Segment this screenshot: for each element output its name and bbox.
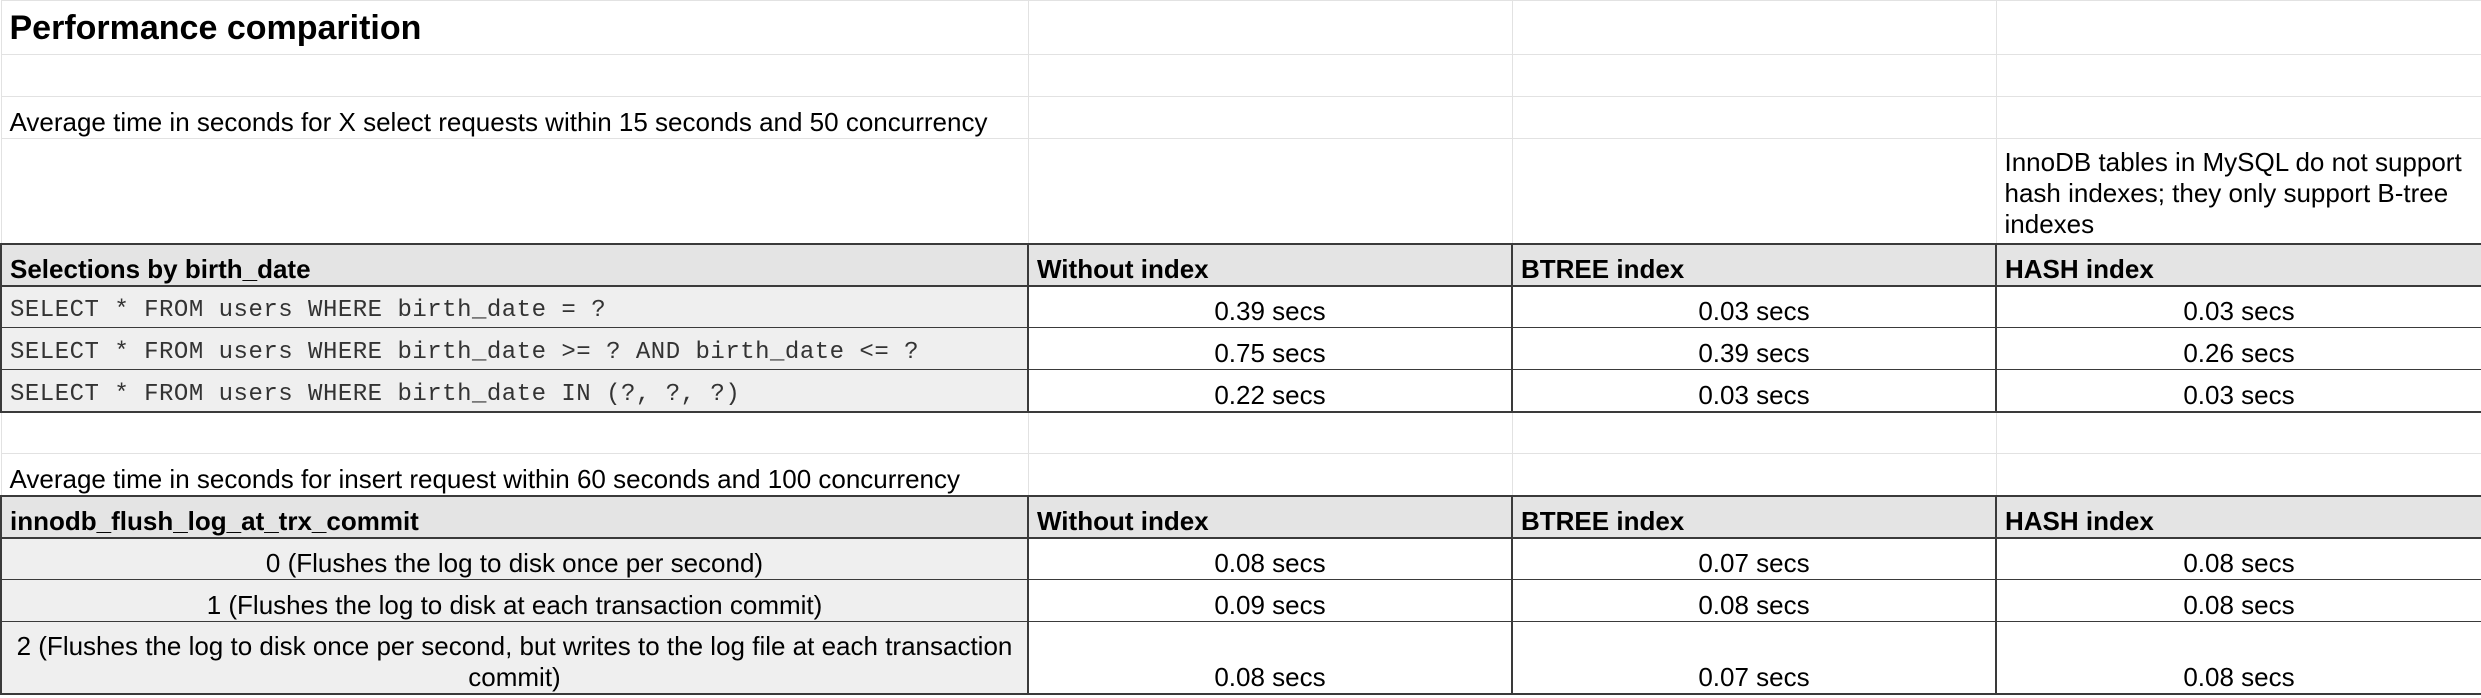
header-without-index[interactable]: Without index	[1027, 242, 1513, 287]
header-btree-index[interactable]: BTREE index	[1511, 242, 1997, 287]
header-hash-index[interactable]: HASH index	[1995, 242, 2481, 287]
flush-setting-cell[interactable]: 0 (Flushes the log to disk once per seco…	[0, 537, 1029, 580]
empty-cell[interactable]	[1511, 54, 1997, 97]
without-index-value[interactable]: 0.08 secs	[1027, 621, 1513, 695]
table-row: 2 (Flushes the log to disk once per seco…	[0, 621, 2481, 695]
empty-cell[interactable]	[1027, 138, 1513, 244]
empty-cell[interactable]	[0, 54, 1029, 97]
query-cell[interactable]: SELECT * FROM users WHERE birth_date = ?	[0, 285, 1029, 328]
empty-cell[interactable]	[1027, 0, 1513, 55]
flush-setting-cell[interactable]: 1 (Flushes the log to disk at each trans…	[0, 579, 1029, 622]
table-row: 1 (Flushes the log to disk at each trans…	[0, 579, 2481, 622]
hash-value[interactable]: 0.08 secs	[1995, 579, 2481, 622]
empty-cell[interactable]	[1995, 54, 2481, 97]
hash-value[interactable]: 0.26 secs	[1995, 327, 2481, 370]
without-index-value[interactable]: 0.08 secs	[1027, 537, 1513, 580]
empty-cell[interactable]	[1995, 411, 2481, 454]
hash-value[interactable]: 0.03 secs	[1995, 285, 2481, 328]
empty-cell[interactable]	[0, 138, 1029, 244]
empty-cell[interactable]	[1995, 0, 2481, 55]
table-row: SELECT * FROM users WHERE birth_date = ?…	[0, 285, 2481, 328]
without-index-value[interactable]: 0.75 secs	[1027, 327, 1513, 370]
header-hash-index[interactable]: HASH index	[1995, 494, 2481, 539]
btree-value[interactable]: 0.03 secs	[1511, 369, 1997, 413]
empty-cell[interactable]	[1511, 0, 1997, 55]
empty-cell[interactable]	[1027, 411, 1513, 454]
btree-value[interactable]: 0.07 secs	[1511, 537, 1997, 580]
btree-value[interactable]: 0.39 secs	[1511, 327, 1997, 370]
select-section-caption[interactable]: Average time in seconds for X select req…	[0, 96, 1029, 139]
insert-section-caption[interactable]: Average time in seconds for insert reque…	[0, 453, 1029, 496]
page-title[interactable]: Performance comparition	[0, 0, 1029, 55]
empty-cell[interactable]	[1995, 96, 2481, 139]
without-index-value[interactable]: 0.39 secs	[1027, 285, 1513, 328]
query-cell[interactable]: SELECT * FROM users WHERE birth_date IN …	[0, 369, 1029, 413]
header-btree-index[interactable]: BTREE index	[1511, 494, 1997, 539]
table-row: SELECT * FROM users WHERE birth_date IN …	[0, 369, 2481, 413]
empty-cell[interactable]	[1511, 411, 1997, 454]
btree-value[interactable]: 0.08 secs	[1511, 579, 1997, 622]
empty-cell[interactable]	[1511, 453, 1997, 496]
hash-value[interactable]: 0.03 secs	[1995, 369, 2481, 413]
header-innodb-flush-log[interactable]: innodb_flush_log_at_trx_commit	[0, 494, 1029, 539]
without-index-value[interactable]: 0.22 secs	[1027, 369, 1513, 413]
query-cell[interactable]: SELECT * FROM users WHERE birth_date >= …	[0, 327, 1029, 370]
empty-cell[interactable]	[1027, 96, 1513, 139]
table-row: SELECT * FROM users WHERE birth_date >= …	[0, 327, 2481, 370]
btree-value[interactable]: 0.07 secs	[1511, 621, 1997, 695]
header-without-index[interactable]: Without index	[1027, 494, 1513, 539]
empty-cell[interactable]	[1511, 96, 1997, 139]
insert-table-header: innodb_flush_log_at_trx_commit Without i…	[0, 494, 2481, 539]
empty-cell[interactable]	[1511, 138, 1997, 244]
innodb-hash-note[interactable]: InnoDB tables in MySQL do not support ha…	[1995, 138, 2481, 244]
table-row: 0 (Flushes the log to disk once per seco…	[0, 537, 2481, 580]
flush-setting-cell[interactable]: 2 (Flushes the log to disk once per seco…	[0, 621, 1029, 695]
empty-cell[interactable]	[1027, 54, 1513, 97]
empty-cell[interactable]	[0, 411, 1029, 454]
without-index-value[interactable]: 0.09 secs	[1027, 579, 1513, 622]
empty-cell[interactable]	[1027, 453, 1513, 496]
hash-value[interactable]: 0.08 secs	[1995, 537, 2481, 580]
select-table-header: Selections by birth_date Without index B…	[0, 242, 2481, 287]
btree-value[interactable]: 0.03 secs	[1511, 285, 1997, 328]
empty-cell[interactable]	[1995, 453, 2481, 496]
header-selections-by-birth-date[interactable]: Selections by birth_date	[0, 242, 1029, 287]
hash-value[interactable]: 0.08 secs	[1995, 621, 2481, 695]
